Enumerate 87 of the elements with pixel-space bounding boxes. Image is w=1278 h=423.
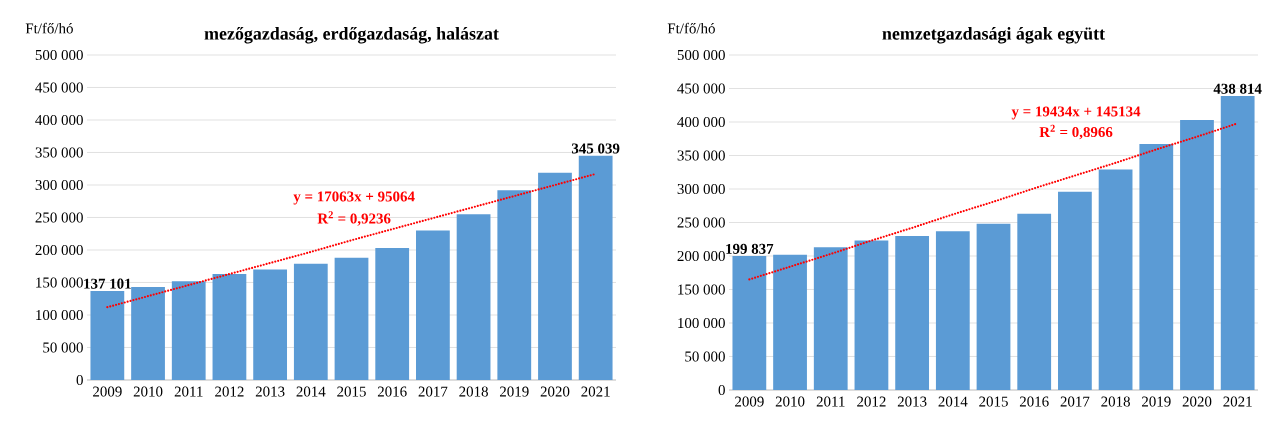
y-tick-label: 200 000: [677, 250, 725, 262]
y-tick-label: 350 000: [677, 150, 725, 161]
chart-title: mezőgazdaság, erdőgazdaság, halászat: [204, 26, 499, 44]
bar: [497, 190, 532, 380]
x-tick-label: 2020: [1182, 396, 1212, 407]
bar: [854, 240, 889, 390]
y-axis-title: Ft/fő/hó: [25, 22, 73, 34]
bar: [171, 281, 206, 380]
bar: [976, 223, 1011, 390]
bar: [456, 214, 491, 380]
x-tick-label: 2017: [1060, 396, 1090, 407]
y-tick-label: 150 000: [678, 284, 725, 295]
bar: [1220, 96, 1255, 390]
data-label: 438 814: [1213, 83, 1262, 94]
y-tick-label: 350 000: [35, 147, 83, 158]
x-tick-label: 2014: [296, 386, 326, 397]
bar: [90, 290, 125, 380]
x-tick-label: 2013: [255, 386, 285, 397]
y-axis-title: Ft/fő/hó: [667, 22, 715, 34]
annotation: R$^{2}$ = 0,9236: [317, 211, 391, 226]
x-tick-label: 2010: [133, 386, 163, 397]
bar: [538, 172, 572, 380]
x-tick-label: 2018: [1101, 396, 1130, 407]
x-tick-label: 2009: [735, 396, 764, 407]
x-tick-label: 2021: [1223, 396, 1252, 407]
x-tick-label: 2016: [377, 386, 407, 397]
x-tick-label: 2019: [1142, 396, 1171, 407]
x-tick-label: 2013: [897, 396, 927, 407]
x-tick-label: 2011: [816, 396, 845, 407]
y-tick-label: 50 000: [685, 351, 725, 362]
annotation: y = 17063x + 95064: [293, 191, 415, 205]
y-tick-label: 100 000: [36, 309, 83, 321]
bar: [212, 274, 247, 380]
bar: [732, 256, 767, 390]
data-label: 345 039: [571, 143, 620, 154]
y-tick-label: 200 000: [35, 244, 83, 256]
bar: [253, 269, 288, 380]
y-tick-label: 250 000: [35, 212, 83, 223]
x-tick-label: 2015: [337, 386, 366, 397]
x-tick-label: 2009: [93, 386, 122, 397]
y-tick-label: 400 000: [677, 116, 725, 128]
annotation: R$^{2}$ = 0,8966: [1039, 124, 1113, 140]
bar: [131, 287, 165, 380]
x-tick-label: 2011: [174, 386, 203, 397]
y-tick-label: 400 000: [35, 114, 83, 126]
bar: [1139, 144, 1174, 390]
y-tick-label: 50 000: [43, 342, 83, 353]
y-tick-label: 300 000: [677, 183, 725, 195]
y-tick-label: 500 000: [35, 49, 83, 61]
x-tick-label: 2015: [979, 396, 1008, 407]
bar: [895, 235, 930, 390]
y-tick-label: 300 000: [35, 179, 83, 191]
bar: [1098, 169, 1133, 390]
bar: [773, 254, 807, 390]
bar: [293, 263, 328, 380]
bar: [1058, 191, 1092, 390]
x-tick-label: 2019: [499, 386, 529, 397]
y-tick-label: 500 000: [677, 49, 725, 61]
x-tick-label: 2016: [1019, 396, 1049, 407]
data-label: 137 101: [84, 278, 131, 289]
y-tick-label: 450 000: [35, 82, 83, 93]
bar: [334, 257, 369, 380]
bar: [1180, 119, 1214, 390]
bar: [578, 155, 613, 380]
annotation: y = 19434x + 145134: [1011, 106, 1141, 120]
data-label: 199 837: [726, 243, 774, 254]
chart-title: nemzetgazdasági ágak együtt: [882, 27, 1105, 44]
x-tick-label: 2012: [857, 396, 886, 407]
bar: [935, 231, 970, 390]
bar: [813, 247, 848, 390]
y-tick-label: 0: [76, 374, 83, 386]
x-tick-label: 2021: [581, 386, 610, 397]
x-tick-label: 2017: [418, 386, 448, 397]
y-tick-label: 450 000: [677, 83, 725, 94]
y-tick-label: 0: [718, 384, 725, 396]
bar: [1017, 213, 1052, 390]
x-tick-label: 2010: [775, 396, 805, 407]
x-tick-label: 2014: [938, 396, 968, 407]
y-tick-label: 250 000: [677, 217, 725, 228]
y-tick-label: 100 000: [678, 317, 725, 329]
x-tick-label: 2012: [215, 386, 244, 397]
x-tick-label: 2020: [540, 386, 570, 397]
x-tick-label: 2018: [459, 386, 488, 397]
bar: [375, 248, 410, 380]
line-series: [748, 122, 1239, 281]
bar: [416, 230, 450, 380]
y-tick-label: 150 000: [36, 277, 83, 288]
